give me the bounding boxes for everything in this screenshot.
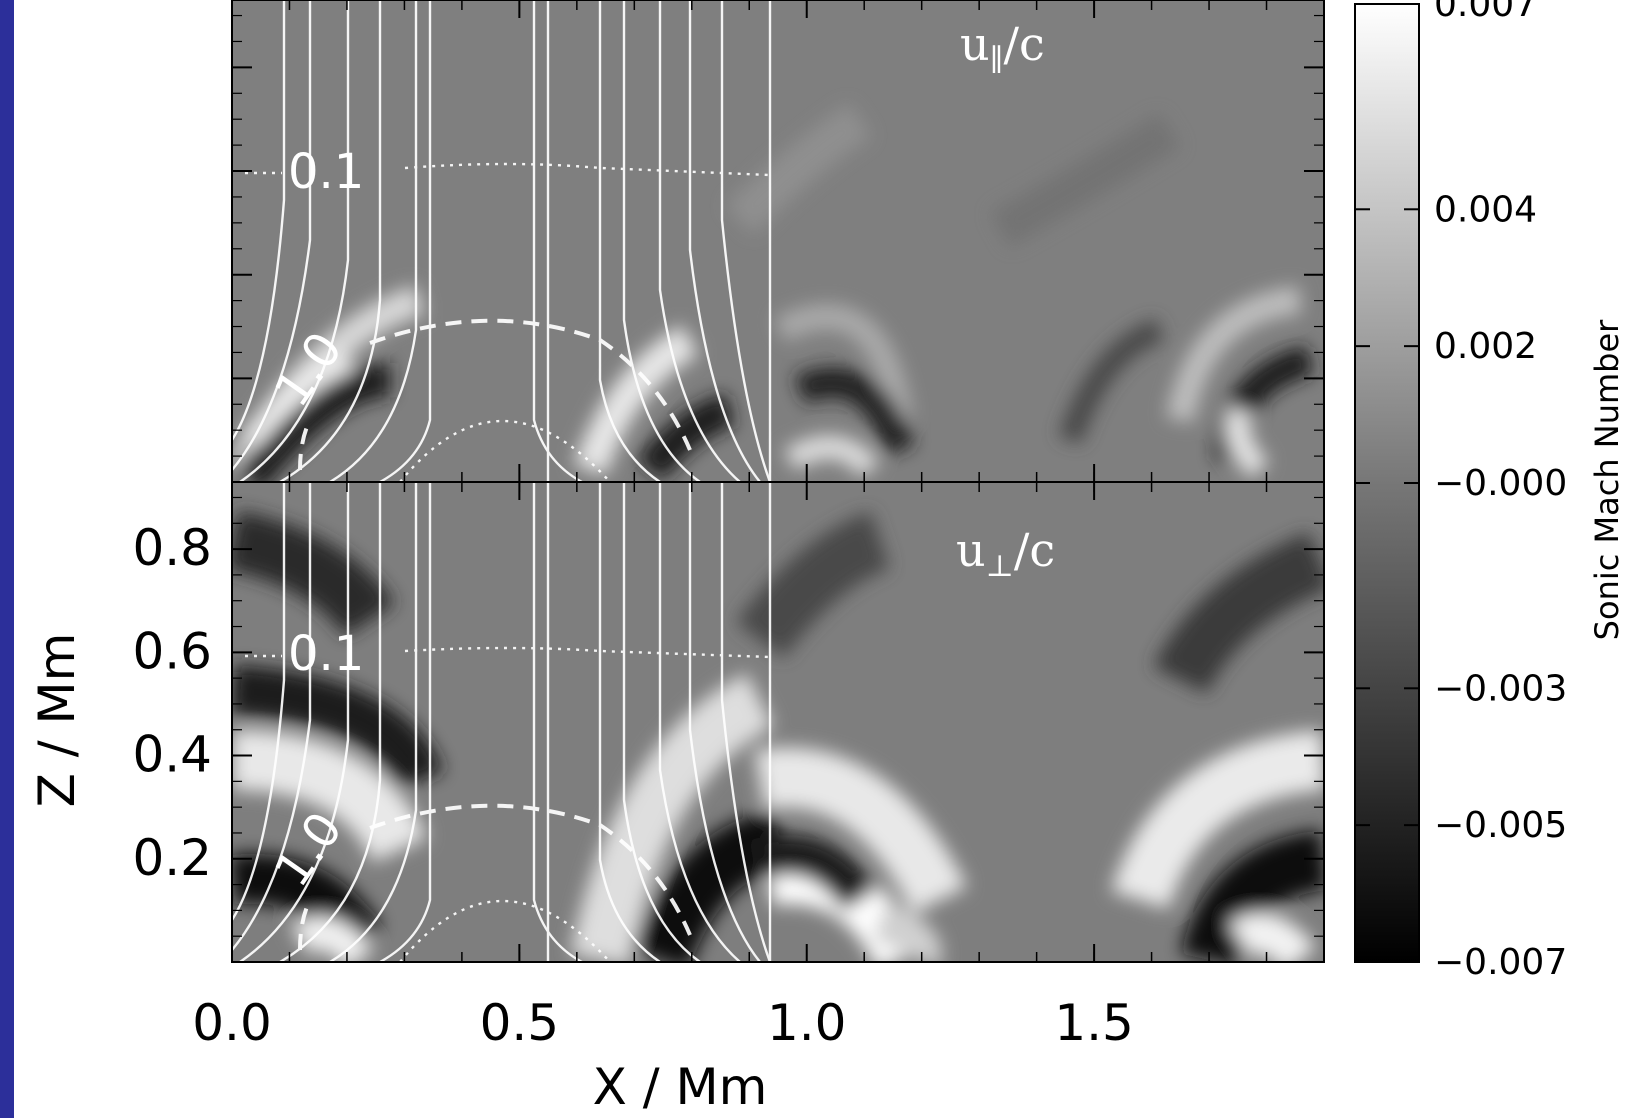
bottom-panel-title-main: u <box>956 523 986 577</box>
y-tick-label: 0.8 <box>132 519 212 577</box>
beta-1.0-contour <box>369 803 692 936</box>
field-line <box>232 482 286 921</box>
bottom-panel-title-sub: ⊥ <box>986 549 1014 584</box>
field-line <box>720 482 772 962</box>
top-panel-title-tail: /c <box>1004 17 1045 71</box>
x-tick-label: 0.0 <box>192 994 272 1052</box>
colorbar-tick-label: −0.007 <box>1434 942 1567 983</box>
bottom-panel-title: u⊥/c <box>956 523 1055 584</box>
field-line <box>598 0 661 482</box>
top-panel-wave-pattern <box>232 103 1315 482</box>
field-line <box>279 482 382 962</box>
field-line <box>598 482 661 962</box>
beta-1.0-contour <box>298 899 312 951</box>
field-line <box>622 0 701 482</box>
top-panel-title: u∥/c <box>960 17 1045 78</box>
beta-0.1-contour <box>245 646 771 659</box>
y-tick-labels: 0.2 0.4 0.6 0.8 <box>132 519 212 887</box>
colorbar-tick-label: 0.002 <box>1434 326 1537 367</box>
colorbar-tick-label: −0.000 <box>1434 463 1567 504</box>
beta-1.0-contour <box>298 419 312 471</box>
axis-ticks <box>231 0 1324 962</box>
field-line <box>532 482 583 962</box>
bottom-panel <box>232 482 1324 962</box>
colorbar-tick-label: −0.003 <box>1434 668 1567 709</box>
beta-1.0-contour <box>369 318 692 451</box>
colorbar-tick-label: 0.007 <box>1434 0 1537 25</box>
field-line <box>720 0 772 482</box>
field-line <box>379 0 432 482</box>
field-line <box>532 0 583 482</box>
top-panel-title-main: u <box>960 17 990 71</box>
bottom-panel-contours <box>232 482 772 962</box>
bottom-panel-title-tail: /c <box>1014 523 1055 577</box>
top-panel <box>232 0 1324 482</box>
field-line <box>239 0 350 482</box>
y-axis-label: Z / Mm <box>28 633 86 808</box>
colorbar-tick-label: 0.004 <box>1434 189 1537 230</box>
y-tick-label: 0.2 <box>132 829 212 887</box>
field-line <box>232 0 312 471</box>
x-axis-label: X / Mm <box>593 1058 768 1116</box>
y-tick-label: 0.6 <box>132 622 212 680</box>
x-tick-label: 1.0 <box>767 994 847 1052</box>
beta-10-contour <box>399 420 611 482</box>
top-panel-contours <box>232 0 772 482</box>
bottom-panel-wave-pattern <box>232 510 1324 962</box>
field-line <box>329 482 418 962</box>
field-line <box>239 482 350 962</box>
colorbar-ticks: 0.007 0.004 0.002 −0.000 −0.003 −0.005 −0.007 <box>1355 0 1567 983</box>
field-line <box>329 0 418 482</box>
field-line <box>622 482 701 962</box>
top-panel-title-sub: ∥ <box>990 43 1004 78</box>
beta-10-contour <box>399 900 611 962</box>
field-line <box>232 0 286 441</box>
field-line <box>379 482 432 962</box>
field-line <box>658 482 741 962</box>
x-tick-label: 0.5 <box>480 994 560 1052</box>
field-line <box>279 0 382 482</box>
colorbar-tick-label: −0.005 <box>1434 805 1567 846</box>
field-line <box>232 482 312 951</box>
beta-0.1-contour <box>245 162 771 177</box>
bottom-contour-label-0.1: 0.1 <box>288 626 364 682</box>
top-panel-field <box>232 0 1324 482</box>
x-tick-labels: 0.0 0.5 1.0 1.5 <box>192 994 1134 1052</box>
field-line <box>688 482 761 962</box>
colorbar-label: Sonic Mach Number <box>1588 319 1626 640</box>
field-line <box>688 0 761 482</box>
field-line <box>658 0 741 482</box>
x-tick-label: 1.5 <box>1054 994 1134 1052</box>
top-contour-label-0.1: 0.1 <box>288 144 364 200</box>
bottom-panel-frame <box>231 481 1325 963</box>
y-tick-label: 0.4 <box>132 726 212 784</box>
